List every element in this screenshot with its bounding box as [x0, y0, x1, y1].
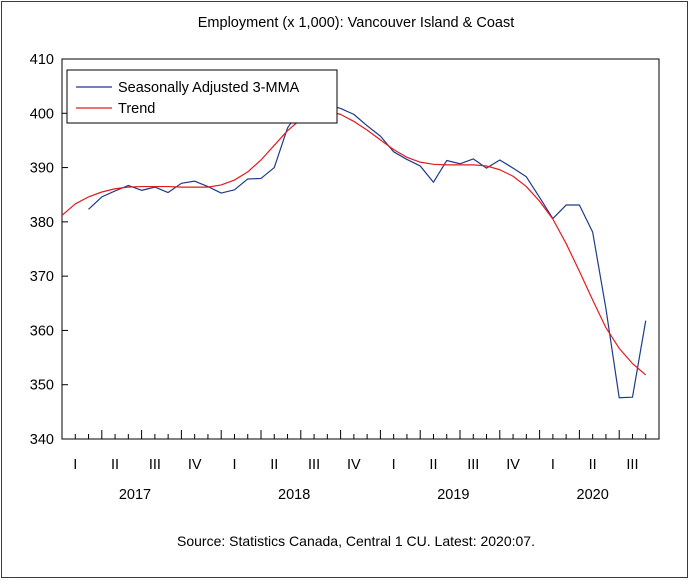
x-quarter-label: IV: [188, 457, 202, 473]
x-quarter-label: III: [308, 457, 320, 473]
series-line-seasonally-adjusted: [88, 103, 647, 399]
x-quarter-label: II: [270, 457, 278, 473]
x-quarter-label: III: [149, 457, 161, 473]
legend-label-trend: Trend: [118, 101, 155, 117]
x-quarter-label: I: [232, 457, 236, 473]
x-quarter-label: I: [392, 457, 396, 473]
x-quarter-label: II: [429, 457, 437, 473]
x-quarter-label: III: [626, 457, 638, 473]
y-axis: 340 350 360 370 380 390 400 410: [30, 52, 68, 448]
x-year-label: 2017: [119, 487, 151, 503]
legend-box: [66, 69, 338, 124]
x-quarter-label: II: [111, 457, 119, 473]
source-note: Source: Statistics Canada, Central 1 CU.…: [177, 533, 535, 549]
y-tick-label: 360: [30, 323, 54, 339]
series-layer: [61, 103, 647, 399]
y-tick-label: 340: [30, 432, 54, 448]
x-year-label: 2020: [577, 487, 609, 503]
y-tick-label: 350: [30, 378, 54, 394]
x-year-label: 2018: [278, 487, 310, 503]
series-line-trend: [61, 110, 647, 376]
plot-area: [61, 58, 660, 440]
x-quarter-label: IV: [347, 457, 361, 473]
y-tick-label: 380: [30, 215, 54, 231]
x-quarter-label: I: [73, 457, 77, 473]
y-tick-label: 370: [30, 269, 54, 285]
x-year-label: 2019: [437, 487, 469, 503]
legend-label-seasonally-adjusted: Seasonally Adjusted 3-MMA: [118, 80, 300, 96]
x-quarter-label: IV: [506, 457, 520, 473]
y-tick-label: 390: [30, 161, 54, 177]
legend: Seasonally Adjusted 3-MMA Trend: [66, 69, 338, 124]
y-tick-label: 400: [30, 106, 54, 122]
y-tick-label: 410: [30, 52, 54, 68]
x-quarter-label: I: [551, 457, 555, 473]
x-quarter-label: II: [589, 457, 597, 473]
x-quarter-label: III: [467, 457, 479, 473]
chart-title: Employment (x 1,000): Vancouver Island &…: [198, 15, 514, 31]
